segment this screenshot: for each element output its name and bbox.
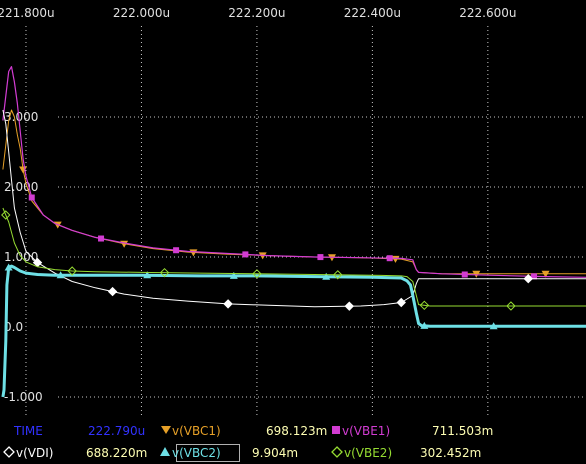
marker-vbe2 [67, 266, 77, 276]
x-tick-label: 222.000u [113, 6, 170, 20]
line-vbe2 [2, 207, 586, 307]
tick-labels: 221.800u 222.000u 222.200u 222.400u 222.600u… [0, 6, 516, 404]
readout-row-1: TIME 222.790u v(VBC1) 698.123m v(VBE1) 7… [0, 421, 586, 442]
trace-value-vbe1: 711.503m [432, 424, 494, 438]
marker-vdi [396, 297, 406, 308]
marker-vbe2 [419, 300, 430, 311]
trace-value-vdi: 688.220m [86, 446, 148, 460]
trace-label-vdi[interactable]: v(VDI) [2, 446, 53, 460]
series-vbc1 [2, 109, 586, 278]
marker-vdi [223, 299, 233, 309]
trace-label-vbe1[interactable]: v(VBE1) [330, 424, 390, 438]
marker-vbe1 [28, 194, 35, 201]
series-vbe2 [1, 207, 586, 311]
square-icon [332, 426, 340, 434]
readout-row-2: v(VDI) 688.220m v(VBC2) 9.904m v(VBE2) 3… [0, 443, 586, 464]
trace-label-vbc1[interactable]: v(VBC1) [160, 424, 221, 438]
line-vdi [2, 109, 586, 308]
marker-vbe1 [242, 251, 249, 258]
x-tick-label: 222.200u [228, 6, 285, 20]
marker-vbe2 [506, 301, 516, 311]
marker-vdi [344, 301, 354, 311]
marker-vbc2 [489, 322, 498, 330]
marker-vbe1 [386, 255, 393, 262]
line-vbe1 [2, 66, 586, 278]
marker-vbc2 [420, 321, 429, 329]
marker-vdi [523, 273, 533, 284]
marker-vbe2 [252, 269, 262, 279]
triangle-down-icon [161, 426, 171, 434]
marker-vbe1 [98, 235, 105, 242]
marker-vbc2 [322, 272, 331, 280]
trace-value-vbc2: 9.904m [252, 446, 299, 460]
grid [25, 26, 586, 418]
x-tick-label: 221.800u [0, 6, 55, 20]
marker-vbc2 [229, 271, 238, 279]
y-tick-label: -1.000 [4, 390, 43, 404]
marker-vbc1 [541, 270, 550, 278]
waveform-plot[interactable]: 221.800u 222.000u 222.200u 222.400u 222.600u… [0, 0, 586, 422]
marker-vbc2 [56, 271, 65, 279]
series-traces [1, 66, 586, 398]
y-tick-label: 2.000 [4, 180, 38, 194]
time-label: TIME [14, 424, 43, 438]
marker-vdi [107, 286, 118, 297]
line-vbc2 [1, 264, 586, 398]
series-vbc2 [1, 263, 586, 398]
x-tick-label: 222.600u [459, 6, 516, 20]
trace-value-vbe2: 302.452m [420, 446, 482, 460]
marker-vbe2 [159, 267, 170, 278]
marker-vbe1 [531, 273, 538, 280]
diamond-icon [3, 446, 15, 458]
trace-label-vbe2[interactable]: v(VBE2) [330, 446, 392, 460]
line-vbc1 [2, 109, 586, 275]
x-tick-label: 222.400u [344, 6, 401, 20]
marker-vbc2 [4, 263, 13, 271]
marker-vbe2 [1, 210, 11, 220]
trace-label-vbc2[interactable]: v(VBC2) [158, 446, 221, 460]
diamond-icon [331, 446, 343, 458]
marker-vbe2 [333, 270, 343, 280]
marker-vbe1 [461, 271, 468, 278]
y-tick-label: 0.0 [4, 320, 23, 334]
series-vdi [2, 109, 586, 311]
marker-vbc1 [391, 255, 400, 263]
marker-vbe1 [317, 254, 324, 261]
series-vbe1 [2, 66, 586, 280]
marker-vbe1 [173, 247, 180, 254]
marker-vbc1 [258, 252, 267, 260]
time-value: 222.790u [88, 424, 146, 438]
trace-value-vbc1: 698.123m [266, 424, 328, 438]
triangle-up-icon [160, 447, 170, 456]
marker-vbc2 [143, 271, 152, 279]
